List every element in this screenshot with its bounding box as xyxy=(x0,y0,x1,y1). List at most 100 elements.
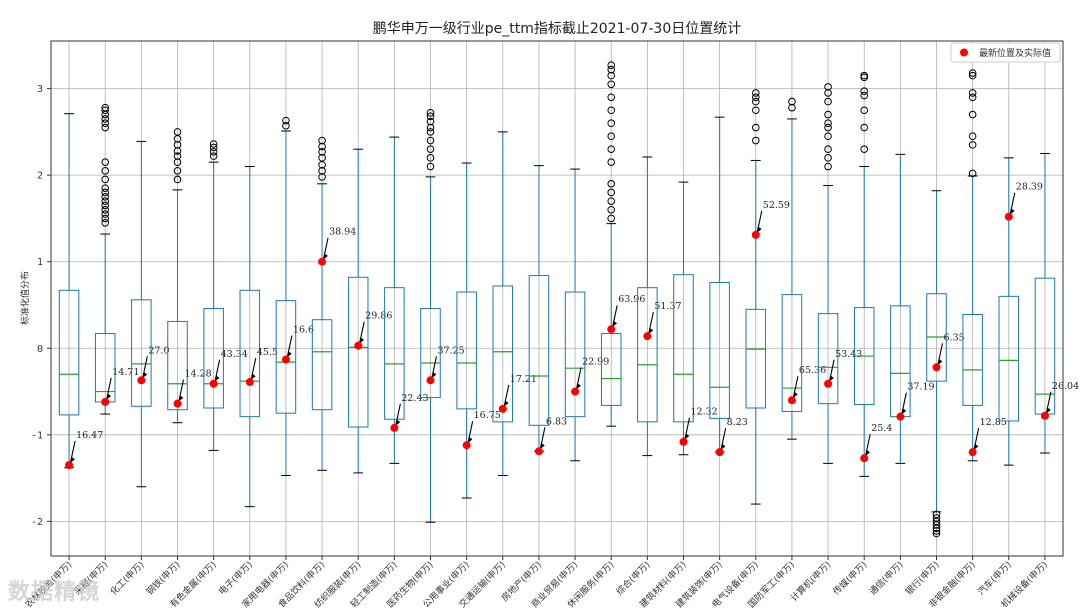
current-value-label: 27.0 xyxy=(148,345,169,356)
x-tick-label: 汽车(申万) xyxy=(975,559,1014,598)
current-value-point xyxy=(462,441,471,450)
y-tick-label: 3 xyxy=(37,84,43,95)
current-value-point xyxy=(101,397,110,406)
box-iqr xyxy=(131,299,152,407)
current-value-label: 8.23 xyxy=(727,417,748,428)
outlier-point xyxy=(751,93,760,102)
current-value-label: 65.36 xyxy=(799,365,826,376)
box-1: 16.47 xyxy=(58,113,103,470)
outlier-point xyxy=(824,83,832,91)
current-value-point xyxy=(571,387,580,396)
outlier-point xyxy=(824,123,832,132)
box-9: 29.86 xyxy=(347,148,392,474)
current-value-label: 45.5 xyxy=(257,347,278,358)
outlier-point xyxy=(860,106,869,115)
outlier-point xyxy=(607,80,616,89)
outlier-point xyxy=(607,93,616,102)
outlier-point xyxy=(607,132,616,141)
current-value-label: 29.86 xyxy=(365,311,392,322)
outlier-point xyxy=(860,71,869,80)
grid-lines xyxy=(51,41,1063,556)
box-iqr xyxy=(998,295,1020,422)
outlier-point xyxy=(101,158,110,166)
current-value-label: 16.75 xyxy=(474,410,501,421)
outlier-point xyxy=(607,205,616,214)
outlier-point xyxy=(824,162,832,171)
current-value-label: 17.21 xyxy=(510,374,537,385)
outlier-point xyxy=(607,71,616,80)
outlier-point xyxy=(173,175,182,184)
box-14: 6.83 xyxy=(528,165,567,456)
outlier-point xyxy=(788,97,796,106)
legend-marker xyxy=(960,48,968,57)
outlier-point xyxy=(101,214,110,223)
current-value-label: 28.39 xyxy=(1016,182,1043,193)
annotation-arrowhead xyxy=(756,226,762,233)
annotation-arrowhead xyxy=(323,253,328,260)
outlier-point xyxy=(209,143,218,152)
current-value-point xyxy=(787,396,796,405)
box-18: 12.32 xyxy=(673,181,718,456)
outlier-point xyxy=(607,214,616,223)
box-27: 28.39 xyxy=(998,157,1043,466)
box-iqr xyxy=(492,285,514,423)
annotation-arrowhead xyxy=(178,395,184,402)
annotation-arrowhead xyxy=(106,393,112,400)
box-10: 22.43 xyxy=(384,136,429,464)
outlier-point xyxy=(426,123,435,132)
outlier-point xyxy=(607,119,616,128)
current-value-label: 6.35 xyxy=(944,332,965,343)
outlier-point xyxy=(426,136,435,145)
current-value-label: 52.59 xyxy=(763,200,790,211)
box-iqr xyxy=(58,289,80,416)
outlier-point xyxy=(209,152,218,160)
box-11: 37.25 xyxy=(420,109,465,523)
annotation-arrowhead xyxy=(648,327,654,334)
current-value-label: 6.83 xyxy=(546,416,567,427)
current-value-point xyxy=(824,379,833,388)
outlier-point xyxy=(824,132,832,141)
box-21: 65.36 xyxy=(781,97,826,440)
x-tick-label: 银行(申万) xyxy=(903,559,942,598)
annotation-arrowhead xyxy=(829,375,834,382)
box-28: 26.04 xyxy=(1034,153,1079,454)
outlier-point xyxy=(173,158,182,166)
current-value-point xyxy=(281,355,290,364)
current-value-point xyxy=(137,376,146,385)
box-iqr xyxy=(239,289,261,418)
box-iqr xyxy=(203,307,224,409)
outlier-point xyxy=(101,119,110,128)
current-value-label: 12.85 xyxy=(980,417,1007,428)
current-value-label: 43.34 xyxy=(221,349,248,360)
annotation-arrowhead xyxy=(937,358,943,366)
y-tick-label: -1 xyxy=(31,430,43,441)
box-16: 63.96 xyxy=(600,61,645,427)
box-iqr xyxy=(528,275,550,426)
box-7: 16.6 xyxy=(275,116,314,477)
outlier-point xyxy=(101,188,110,197)
box-iqr xyxy=(781,294,803,412)
current-value-label: 14.71 xyxy=(112,367,139,378)
outlier-point xyxy=(101,192,110,201)
current-value-label: 22.99 xyxy=(582,357,609,368)
y-axis: -2 -1 0 1 2 3 xyxy=(31,84,51,528)
current-value-point xyxy=(751,230,760,239)
outlier-point xyxy=(824,145,832,153)
current-value-point xyxy=(390,423,399,432)
outlier-point xyxy=(101,167,110,175)
outlier-point xyxy=(968,169,977,178)
current-value-point xyxy=(1040,411,1049,420)
outlier-point xyxy=(426,112,435,121)
box-6: 45.5 xyxy=(239,166,278,508)
y-tick-label: 2 xyxy=(37,171,43,182)
outlier-point xyxy=(209,147,218,156)
current-value-label: 16.6 xyxy=(293,325,314,336)
outlier-point xyxy=(426,109,435,117)
box-iqr xyxy=(817,313,839,405)
outlier-point xyxy=(318,167,326,175)
y-tick-label: 0 xyxy=(37,344,43,355)
outlier-point xyxy=(824,110,832,119)
current-value-point xyxy=(679,437,688,446)
current-value-point xyxy=(354,341,363,350)
current-value-point xyxy=(318,257,327,266)
